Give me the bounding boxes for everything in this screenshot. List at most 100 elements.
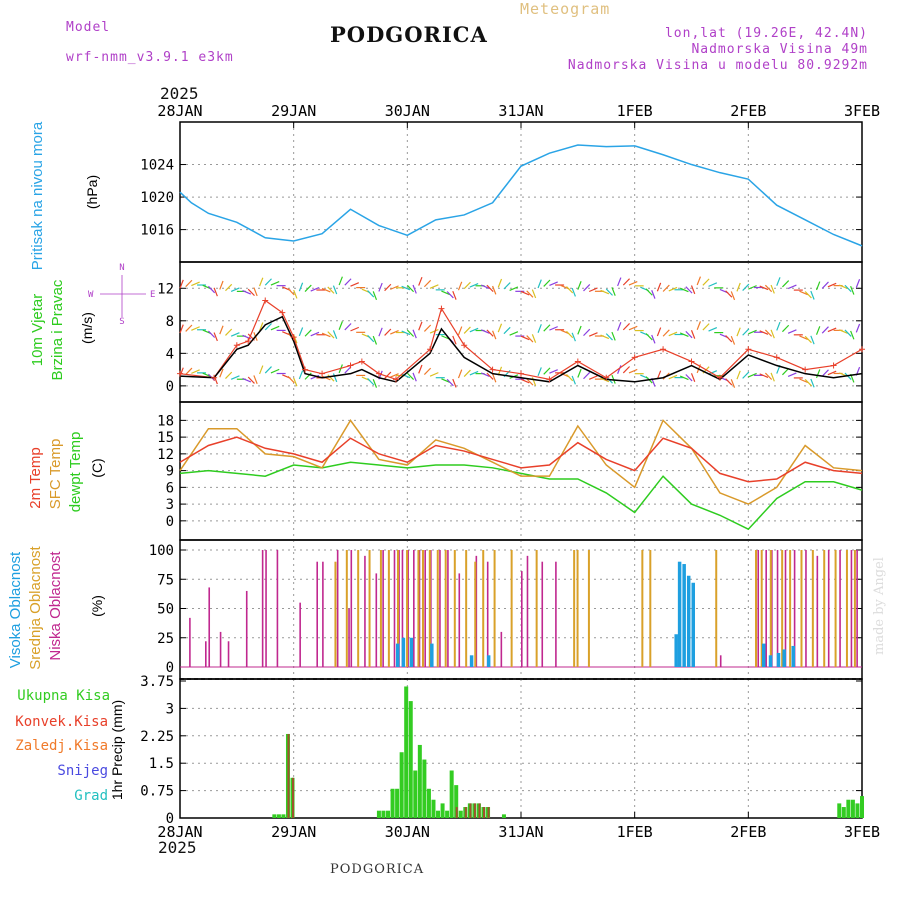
wind-barb — [367, 378, 375, 386]
high-cloud-bar — [409, 637, 414, 667]
mid-cloud-bar — [510, 550, 513, 667]
wind-barb — [787, 284, 797, 290]
wind-barb — [463, 369, 471, 377]
wind-barb — [247, 376, 255, 384]
wind-barb — [764, 284, 773, 293]
wind-gust-marker — [438, 305, 445, 312]
wind-gust-marker — [319, 370, 326, 377]
wind-barb — [418, 321, 423, 331]
high-cloud-bar — [395, 643, 400, 667]
wind-barb — [662, 329, 670, 337]
pressure-unit-label: (hPa) — [84, 175, 100, 209]
low-cloud-bar — [430, 550, 432, 667]
mid-cloud-bar — [769, 550, 772, 667]
wind-barb — [503, 326, 511, 335]
wind-barb — [520, 335, 530, 341]
wind-barb — [492, 373, 497, 383]
wind-barb — [332, 330, 338, 339]
wind-barb — [452, 290, 457, 300]
mid-cloud-bar — [493, 550, 496, 667]
wind-barb — [617, 277, 622, 287]
wind-barb — [270, 368, 280, 374]
wind-barb — [764, 372, 773, 380]
wind-gust-marker — [392, 376, 399, 383]
precip-conv-bar — [287, 733, 290, 818]
precip-total-bar — [417, 744, 422, 818]
low-cloud-bar — [407, 550, 409, 667]
wind-barb — [185, 367, 193, 375]
low-cloud-bar — [776, 550, 779, 667]
wind-barb — [264, 366, 272, 374]
wind-axis-subtitle: Brzina i Pravac — [49, 279, 66, 380]
precip-total-legend: Ukupna Kisa — [17, 688, 110, 704]
precip-total-bar — [850, 799, 855, 818]
wind-gust-marker — [802, 366, 809, 373]
wind-barb — [298, 282, 304, 292]
ytick-label: 1020 — [140, 190, 174, 206]
wind-barb — [179, 324, 184, 334]
low-cloud-bar — [827, 550, 830, 667]
precip-conv-bar — [464, 807, 467, 818]
wind-barb — [662, 284, 670, 292]
lonlat-label: lon,lat (19.26E, 42.4N) — [664, 26, 868, 41]
low-cloud-bar — [784, 550, 787, 667]
wind-barb — [821, 281, 829, 289]
precip-conv-legend: Konvek.Kisa — [15, 714, 108, 730]
wind-gust-marker — [245, 338, 252, 345]
precip-total-bar — [404, 686, 409, 818]
wind-gust-marker — [716, 374, 723, 381]
wind-barb — [242, 377, 252, 383]
mid-cloud-bar — [465, 550, 468, 667]
wind-barb — [844, 329, 852, 337]
mid-cloud-bar — [345, 550, 348, 667]
low-cloud-bar — [541, 561, 544, 667]
wind-barb — [656, 282, 662, 292]
high-cloud-bar — [791, 645, 796, 667]
wind-barb — [293, 377, 298, 387]
wind-barb — [537, 279, 542, 289]
precip-total-bar — [386, 810, 391, 818]
wind-barb — [429, 328, 439, 334]
ytick-label: 12 — [157, 447, 174, 463]
wind-barb — [497, 323, 503, 333]
low-cloud-bar — [458, 573, 461, 667]
wind-barb — [264, 323, 272, 331]
wind-barb — [185, 279, 193, 288]
wind-barb — [571, 287, 576, 297]
wind-barb — [179, 279, 184, 289]
wind-barb — [668, 331, 678, 337]
date-label-bottom: 3FEB — [844, 823, 880, 841]
mid-cloud-bar — [853, 550, 856, 667]
wind-barb — [213, 287, 218, 297]
low-cloud-bar — [322, 561, 324, 667]
low-cloud-bar — [765, 550, 767, 667]
wind-barb — [191, 281, 200, 287]
date-label-bottom: 28JAN — [157, 823, 202, 841]
wind-barb — [509, 331, 519, 336]
precip-total-bar — [855, 803, 860, 818]
year-bottom-label: 2025 — [158, 838, 197, 857]
low-cloud-bar — [219, 631, 222, 667]
wind-barb — [736, 370, 741, 380]
low-cloud-bar — [816, 555, 819, 667]
date-label-top: 29JAN — [271, 102, 316, 120]
wind-barb — [264, 278, 272, 286]
mid-cloud-bar — [357, 550, 360, 667]
wind-barb — [708, 370, 718, 375]
precip-conv-bar — [478, 803, 481, 818]
wind-barb — [679, 287, 689, 293]
wind-barb — [725, 290, 733, 298]
wind-barb — [685, 286, 693, 294]
dewpt-axis-title: dewpt Temp — [67, 432, 84, 513]
model-name: wrf-nmm_v3.9.1 e3km — [66, 50, 234, 65]
wind-barb — [787, 329, 797, 334]
wind-barb — [850, 285, 855, 295]
wind-barb — [452, 378, 457, 388]
date-label-top: 1FEB — [617, 102, 653, 120]
wind-barb — [367, 290, 375, 298]
wind-barb — [469, 283, 479, 288]
wind-barb — [696, 321, 702, 330]
wind-barb — [702, 278, 710, 286]
low-cloud-bar — [245, 590, 248, 667]
wind-barb — [656, 370, 662, 380]
